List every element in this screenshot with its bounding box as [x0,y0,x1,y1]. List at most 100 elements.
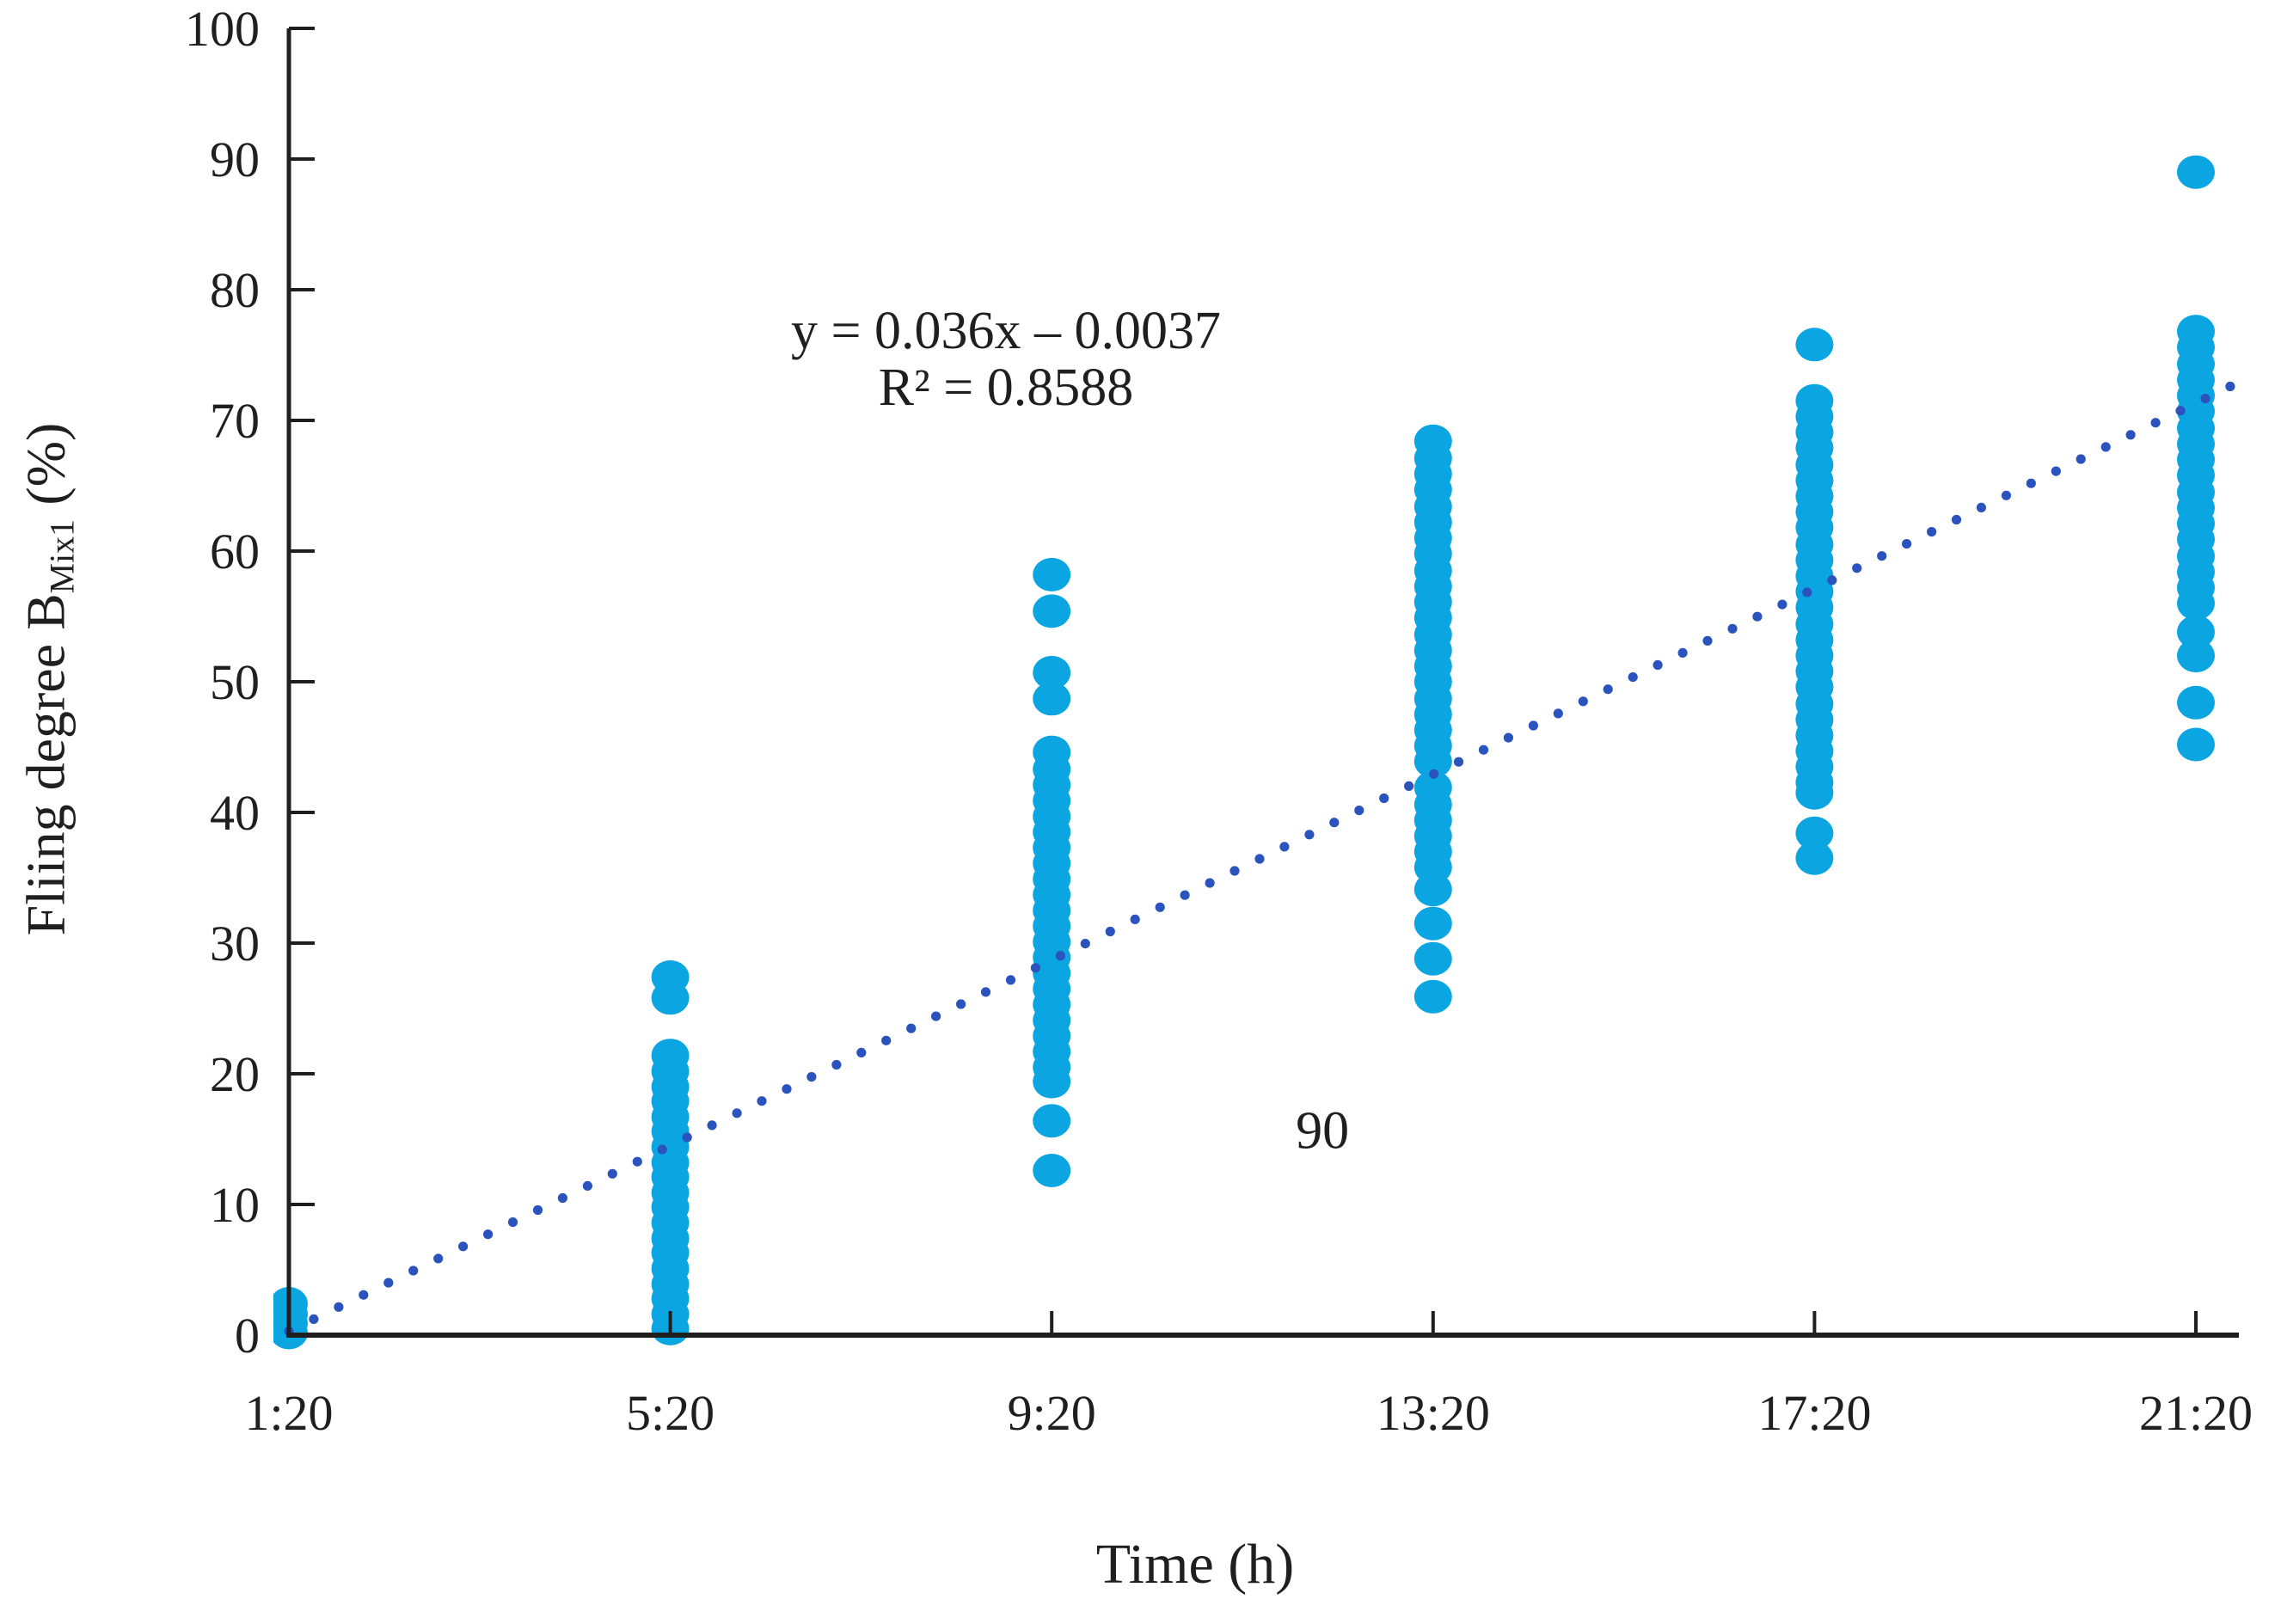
trendline-dot [2100,442,2111,452]
trendline-dot [1553,708,1563,719]
trendline-dot [433,1253,444,1264]
trendline-dot [1927,527,1937,537]
y-tick-label: 20 [210,1046,260,1102]
trendline-dot [408,1265,419,1276]
trendline-dot [309,1314,319,1324]
trendline-dot [1902,539,1912,549]
trendline-dot [2051,466,2061,476]
trendline-dot [557,1192,568,1204]
scatter-point [2177,615,2215,649]
trendline-dot [1528,720,1538,731]
trendline-dot [1877,551,1887,561]
y-tick-label: 0 [235,1308,260,1364]
scatter-point [1795,841,1834,875]
trendline-equation: y = 0.036x – 0.0037 [791,302,1221,360]
scatter-point [2177,685,2215,720]
scatter-point [1033,1154,1071,1187]
trendline-dot [2175,406,2186,416]
trendline-dot [1802,587,1812,598]
trendline-dot [931,1011,941,1021]
trendline-dot [1354,806,1364,816]
y-tick-label: 90 [210,132,260,187]
trendline-dot [1429,769,1439,779]
trendline [284,381,2235,1336]
trendline-dot [1503,732,1513,743]
scatter-point [2177,155,2215,189]
scatter-point [1033,682,1071,716]
y-axis-title-subscript: Mix1 [43,519,82,594]
trendline-dot [1951,514,1962,525]
trendline-dot [2076,454,2086,464]
trendline-dot [1404,781,1414,792]
scatter-point [1413,873,1452,907]
trendline-dot [1329,818,1340,828]
y-tick-label: 70 [210,393,260,449]
x-tick-label: 9:20 [1008,1385,1096,1441]
trendline-dot [1628,672,1638,683]
trendline-dot [831,1059,842,1070]
trendline-dot [1304,830,1315,840]
trendline-dot [334,1302,344,1312]
trendline-dot [1279,842,1290,852]
trendline-dot [1677,647,1688,659]
scatter-point [1795,775,1834,810]
trendline-dot [1105,926,1115,937]
trendline-dot [782,1084,792,1094]
scatter-point [1795,328,1834,362]
y-tick-label: 100 [185,1,260,57]
scatter-point [1413,941,1452,976]
y-axis-title-units: (%) [15,422,77,506]
scatter-point [1033,594,1071,628]
y-axis-title: Fliing degree BMix1 (%) [14,423,82,936]
trendline-dot [956,999,966,1009]
y-tick-label: 80 [210,262,260,318]
trendline-dot [682,1132,692,1143]
trendline-dot [1752,611,1763,622]
scatter-point [2177,586,2215,621]
scatter-point [1033,1104,1071,1138]
trendline-dot [383,1278,394,1288]
trendline-dot [1702,635,1713,647]
trendline-dot [1453,757,1464,767]
trendline-dot [732,1108,742,1118]
trendline-dot [1005,975,1016,985]
trendline-dot [632,1156,642,1167]
scatter-point [2177,727,2215,762]
trendline-dot [657,1144,667,1155]
trendline-dot [1030,963,1040,973]
trendline-dot [1852,563,1862,573]
trendline-dot [483,1229,494,1240]
scatter-point [1413,979,1452,1014]
trendline-dot [359,1290,369,1300]
trendline-dot [532,1204,543,1216]
x-axis-title: Time (h) [1095,1533,1295,1596]
y-tick-label: 40 [210,785,260,841]
trendline-dot [1155,902,1165,912]
scatter-point [1413,745,1452,779]
trendline-dot [582,1180,593,1191]
y-tick-label: 60 [210,524,260,579]
stray-data-label: 90 [1296,1101,1350,1161]
trendline-equation-block: y = 0.036x – 0.0037 R² = 0.8588 [791,303,1221,416]
trendline-dot [856,1047,867,1057]
trendline-dot [458,1241,469,1252]
x-tick-label: 5:20 [626,1385,714,1441]
trendline-dot [507,1217,518,1228]
trendline-dot [806,1072,817,1082]
trendline-dot [2200,394,2211,404]
scatter-point [1033,655,1071,689]
y-tick-label: 50 [210,654,260,710]
trendline-dot [1205,878,1215,888]
trendline-dot [2026,478,2036,488]
x-tick-label: 13:20 [1377,1385,1490,1441]
scatter-point [2177,639,2215,673]
trendline-dot [1827,575,1837,585]
trendline-dot [757,1096,767,1106]
trendline-dot [1578,696,1588,707]
data-points [273,155,2215,1350]
trendline-dot [1976,502,1986,513]
trendline-dot [1229,866,1240,876]
trendline-dot [607,1168,617,1179]
